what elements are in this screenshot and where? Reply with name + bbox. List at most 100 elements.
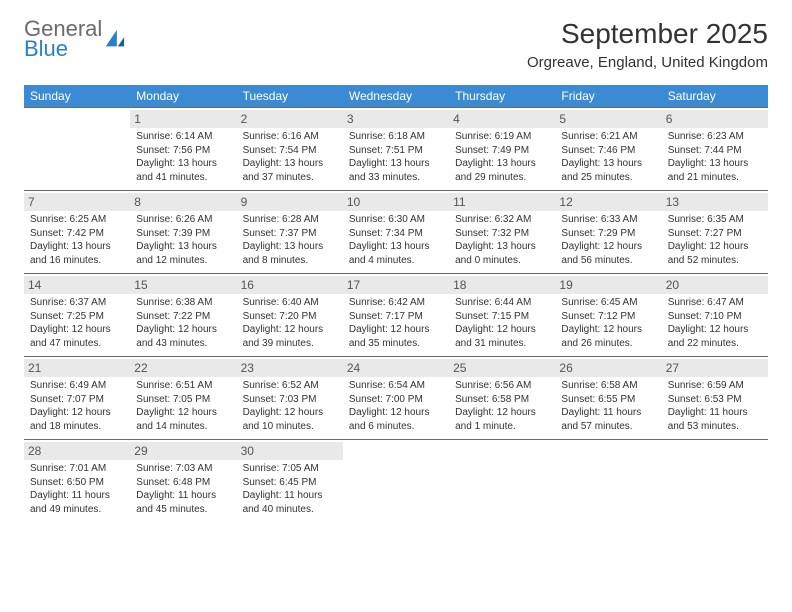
day-sr: Sunrise: 6:59 AM bbox=[668, 379, 762, 393]
week-row: 28Sunrise: 7:01 AMSunset: 6:50 PMDayligh… bbox=[24, 440, 768, 523]
day-number: 8 bbox=[130, 193, 236, 211]
day-dl: Daylight: 13 hours and 37 minutes. bbox=[243, 157, 337, 184]
day-sr: Sunrise: 7:03 AM bbox=[136, 462, 230, 476]
day-cell: 28Sunrise: 7:01 AMSunset: 6:50 PMDayligh… bbox=[24, 440, 130, 523]
day-header: Wednesday bbox=[343, 85, 449, 108]
day-details: Sunrise: 6:18 AMSunset: 7:51 PMDaylight:… bbox=[349, 130, 443, 184]
day-sr: Sunrise: 6:51 AM bbox=[136, 379, 230, 393]
day-number: 1 bbox=[130, 110, 236, 128]
day-details: Sunrise: 7:05 AMSunset: 6:45 PMDaylight:… bbox=[243, 462, 337, 516]
day-ss: Sunset: 7:56 PM bbox=[136, 144, 230, 158]
day-sr: Sunrise: 6:42 AM bbox=[349, 296, 443, 310]
day-dl: Daylight: 12 hours and 18 minutes. bbox=[30, 406, 124, 433]
day-ss: Sunset: 7:12 PM bbox=[561, 310, 655, 324]
day-number: 5 bbox=[555, 110, 661, 128]
day-cell: 26Sunrise: 6:58 AMSunset: 6:55 PMDayligh… bbox=[555, 357, 661, 440]
day-ss: Sunset: 7:32 PM bbox=[455, 227, 549, 241]
day-dl: Daylight: 12 hours and 35 minutes. bbox=[349, 323, 443, 350]
day-cell: 21Sunrise: 6:49 AMSunset: 7:07 PMDayligh… bbox=[24, 357, 130, 440]
day-header: Saturday bbox=[662, 85, 768, 108]
day-ss: Sunset: 7:42 PM bbox=[30, 227, 124, 241]
day-dl: Daylight: 13 hours and 41 minutes. bbox=[136, 157, 230, 184]
day-cell bbox=[24, 108, 130, 191]
day-cell: 16Sunrise: 6:40 AMSunset: 7:20 PMDayligh… bbox=[237, 274, 343, 357]
day-dl: Daylight: 12 hours and 39 minutes. bbox=[243, 323, 337, 350]
day-dl: Daylight: 12 hours and 47 minutes. bbox=[30, 323, 124, 350]
day-cell: 14Sunrise: 6:37 AMSunset: 7:25 PMDayligh… bbox=[24, 274, 130, 357]
day-sr: Sunrise: 6:37 AM bbox=[30, 296, 124, 310]
day-details: Sunrise: 6:28 AMSunset: 7:37 PMDaylight:… bbox=[243, 213, 337, 267]
day-dl: Daylight: 13 hours and 4 minutes. bbox=[349, 240, 443, 267]
day-number: 23 bbox=[237, 359, 343, 377]
day-number: 9 bbox=[237, 193, 343, 211]
day-details: Sunrise: 6:35 AMSunset: 7:27 PMDaylight:… bbox=[668, 213, 762, 267]
logo-word-blue: Blue bbox=[24, 38, 102, 60]
day-sr: Sunrise: 6:35 AM bbox=[668, 213, 762, 227]
day-dl: Daylight: 13 hours and 25 minutes. bbox=[561, 157, 655, 184]
day-sr: Sunrise: 6:47 AM bbox=[668, 296, 762, 310]
day-ss: Sunset: 7:34 PM bbox=[349, 227, 443, 241]
day-sr: Sunrise: 6:18 AM bbox=[349, 130, 443, 144]
day-sr: Sunrise: 6:45 AM bbox=[561, 296, 655, 310]
day-sr: Sunrise: 6:58 AM bbox=[561, 379, 655, 393]
calendar-table: SundayMondayTuesdayWednesdayThursdayFrid… bbox=[24, 85, 768, 522]
day-details: Sunrise: 6:14 AMSunset: 7:56 PMDaylight:… bbox=[136, 130, 230, 184]
day-number: 19 bbox=[555, 276, 661, 294]
day-sr: Sunrise: 6:25 AM bbox=[30, 213, 124, 227]
day-ss: Sunset: 6:55 PM bbox=[561, 393, 655, 407]
day-dl: Daylight: 12 hours and 1 minute. bbox=[455, 406, 549, 433]
day-dl: Daylight: 13 hours and 16 minutes. bbox=[30, 240, 124, 267]
day-details: Sunrise: 6:56 AMSunset: 6:58 PMDaylight:… bbox=[455, 379, 549, 433]
day-details: Sunrise: 6:44 AMSunset: 7:15 PMDaylight:… bbox=[455, 296, 549, 350]
day-details: Sunrise: 6:52 AMSunset: 7:03 PMDaylight:… bbox=[243, 379, 337, 433]
day-dl: Daylight: 13 hours and 0 minutes. bbox=[455, 240, 549, 267]
day-sr: Sunrise: 6:26 AM bbox=[136, 213, 230, 227]
day-ss: Sunset: 6:58 PM bbox=[455, 393, 549, 407]
day-cell bbox=[343, 440, 449, 523]
day-cell: 30Sunrise: 7:05 AMSunset: 6:45 PMDayligh… bbox=[237, 440, 343, 523]
day-header: Friday bbox=[555, 85, 661, 108]
day-cell: 19Sunrise: 6:45 AMSunset: 7:12 PMDayligh… bbox=[555, 274, 661, 357]
day-cell: 12 Sunrise: 6:33 AMSunset: 7:29 PMDayligh… bbox=[555, 191, 661, 274]
day-details: Sunrise: 6:37 AMSunset: 7:25 PMDaylight:… bbox=[30, 296, 124, 350]
day-number: 22 bbox=[130, 359, 236, 377]
day-ss: Sunset: 6:45 PM bbox=[243, 476, 337, 490]
day-ss: Sunset: 6:48 PM bbox=[136, 476, 230, 490]
day-dl: Daylight: 13 hours and 12 minutes. bbox=[136, 240, 230, 267]
day-details: Sunrise: 6:16 AMSunset: 7:54 PMDaylight:… bbox=[243, 130, 337, 184]
day-dl: Daylight: 13 hours and 33 minutes. bbox=[349, 157, 443, 184]
day-number: 17 bbox=[343, 276, 449, 294]
day-ss: Sunset: 7:49 PM bbox=[455, 144, 549, 158]
day-number: 27 bbox=[662, 359, 768, 377]
day-details: Sunrise: 7:01 AMSunset: 6:50 PMDaylight:… bbox=[30, 462, 124, 516]
day-ss: Sunset: 7:07 PM bbox=[30, 393, 124, 407]
day-sr: Sunrise: 6:33 AM bbox=[561, 213, 655, 227]
day-ss: Sunset: 7:46 PM bbox=[561, 144, 655, 158]
day-ss: Sunset: 7:10 PM bbox=[668, 310, 762, 324]
day-details: Sunrise: 6:33 AMSunset: 7:29 PMDaylight:… bbox=[561, 213, 655, 267]
week-row: 21Sunrise: 6:49 AMSunset: 7:07 PMDayligh… bbox=[24, 357, 768, 440]
day-sr: Sunrise: 6:23 AM bbox=[668, 130, 762, 144]
day-details: Sunrise: 6:26 AMSunset: 7:39 PMDaylight:… bbox=[136, 213, 230, 267]
day-header: Thursday bbox=[449, 85, 555, 108]
day-cell bbox=[555, 440, 661, 523]
day-dl: Daylight: 12 hours and 22 minutes. bbox=[668, 323, 762, 350]
day-number: 12 bbox=[555, 193, 661, 211]
day-cell: 10Sunrise: 6:30 AMSunset: 7:34 PMDayligh… bbox=[343, 191, 449, 274]
day-cell: 8 Sunrise: 6:26 AMSunset: 7:39 PMDaylight… bbox=[130, 191, 236, 274]
day-ss: Sunset: 7:51 PM bbox=[349, 144, 443, 158]
day-cell: 15Sunrise: 6:38 AMSunset: 7:22 PMDayligh… bbox=[130, 274, 236, 357]
day-details: Sunrise: 6:42 AMSunset: 7:17 PMDaylight:… bbox=[349, 296, 443, 350]
logo: General Blue bbox=[24, 18, 126, 60]
day-details: Sunrise: 7:03 AMSunset: 6:48 PMDaylight:… bbox=[136, 462, 230, 516]
day-number: 25 bbox=[449, 359, 555, 377]
day-details: Sunrise: 6:23 AMSunset: 7:44 PMDaylight:… bbox=[668, 130, 762, 184]
day-number: 11 bbox=[449, 193, 555, 211]
day-sr: Sunrise: 6:16 AM bbox=[243, 130, 337, 144]
day-cell bbox=[449, 440, 555, 523]
day-details: Sunrise: 6:19 AMSunset: 7:49 PMDaylight:… bbox=[455, 130, 549, 184]
day-header: Monday bbox=[130, 85, 236, 108]
day-number: 7 bbox=[24, 193, 130, 211]
day-cell: 22Sunrise: 6:51 AMSunset: 7:05 PMDayligh… bbox=[130, 357, 236, 440]
day-number: 6 bbox=[662, 110, 768, 128]
